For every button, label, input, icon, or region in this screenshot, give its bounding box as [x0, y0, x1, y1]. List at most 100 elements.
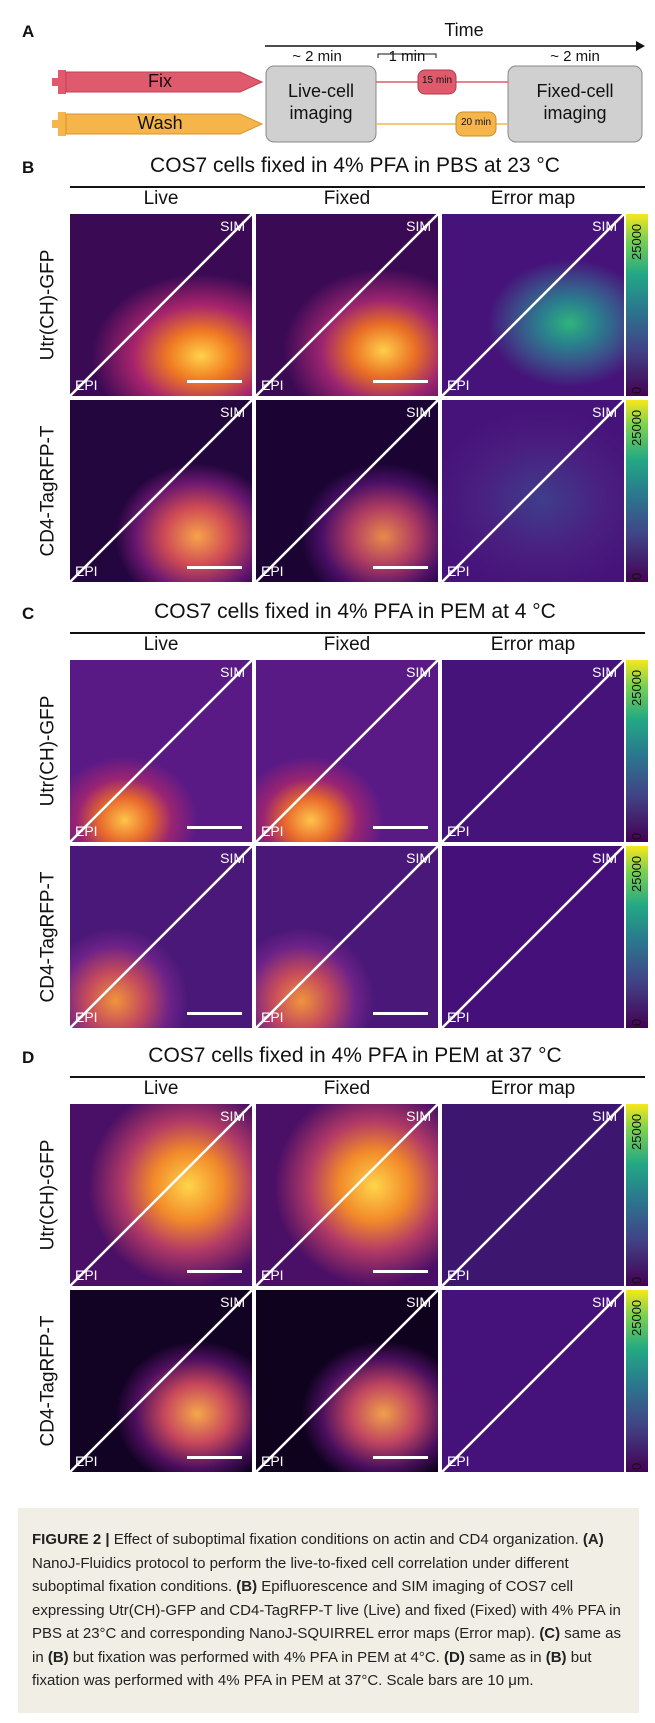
colorbar-min: 0: [629, 572, 644, 580]
column-header: Fixed: [323, 188, 371, 209]
panel-letter-a: A: [22, 22, 35, 41]
split-diagonal: [70, 400, 252, 582]
colorbar-min: 0: [629, 1276, 644, 1284]
sim-label: SIM: [220, 404, 245, 420]
epi-label: EPI: [261, 1267, 284, 1283]
micrograph: SIM EPI: [256, 214, 438, 396]
sim-label: SIM: [592, 1108, 617, 1124]
epi-label: EPI: [447, 1267, 470, 1283]
micrograph: SIM EPI: [70, 214, 252, 396]
scale-bar: [187, 826, 242, 829]
colorbar-max: 25000: [629, 223, 644, 260]
scale-bar: [187, 566, 242, 569]
scale-bar: [373, 1270, 428, 1273]
caption-text-d2: but fixation was performed with 4% PFA i…: [32, 1648, 592, 1690]
epi-label: EPI: [75, 823, 98, 839]
caption-text-b: Epifluorescence and SIM imaging of COS7 …: [32, 1578, 621, 1642]
epi-label: EPI: [261, 1453, 284, 1469]
sim-label: SIM: [406, 218, 431, 234]
caption-label: FIGURE 2 |: [32, 1531, 110, 1548]
micrograph: SIM EPI: [442, 1104, 624, 1286]
caption-text-c: same as in: [32, 1625, 621, 1666]
epi-label: EPI: [447, 1009, 470, 1025]
sim-label: SIM: [220, 850, 245, 866]
duration-gap: 1 min: [388, 48, 426, 65]
sim-label: SIM: [220, 664, 245, 680]
sim-label: SIM: [592, 1294, 617, 1310]
sim-label: SIM: [406, 1294, 431, 1310]
micrograph: SIM EPI: [256, 846, 438, 1028]
sim-label: SIM: [220, 218, 245, 234]
scale-bar: [373, 1456, 428, 1459]
sim-label: SIM: [592, 404, 617, 420]
scale-bar: [373, 1012, 428, 1015]
micrograph: SIM EPI: [442, 400, 624, 582]
micrograph: SIM EPI: [256, 400, 438, 582]
duration-fixed: ~ 2 min: [550, 48, 600, 65]
column-header: Fixed: [323, 1078, 371, 1099]
row-label: CD4-TagRFP-T: [37, 1315, 59, 1447]
title-rule: [70, 632, 645, 634]
split-diagonal: [256, 1290, 438, 1472]
caption-text-c2: but fixation was performed with 4% PFA i…: [68, 1648, 445, 1666]
panel-letter-b: B: [22, 158, 35, 177]
column-header: Error map: [490, 634, 576, 655]
split-diagonal: [442, 1104, 624, 1286]
epi-label: EPI: [75, 1009, 98, 1025]
scale-bar: [187, 380, 242, 383]
epi-label: EPI: [75, 377, 98, 393]
caption-ref-c2: (B): [47, 1648, 69, 1666]
scale-bar: [373, 566, 428, 569]
column-header: Live: [143, 188, 179, 209]
column-header: Error map: [490, 188, 576, 209]
scale-bar: [187, 1456, 242, 1459]
split-diagonal: [70, 846, 252, 1028]
colorbar-max: 25000: [629, 669, 644, 706]
fix-duration-timer: 15 min: [421, 75, 452, 86]
live-imaging-box: [265, 65, 377, 143]
micrograph: SIM EPI: [256, 1290, 438, 1472]
fix-syringe-icon: [52, 70, 264, 94]
micrograph: SIM EPI: [70, 846, 252, 1028]
split-diagonal: [442, 846, 624, 1028]
split-diagonal: [442, 400, 624, 582]
epi-label: EPI: [75, 1267, 98, 1283]
epi-label: EPI: [261, 823, 284, 839]
duration-live: ~ 2 min: [292, 48, 342, 65]
panel-letter-c: C: [22, 604, 35, 623]
caption-text-a: NanoJ-Fluidics protocol to perform the l…: [32, 1554, 569, 1596]
scale-bar: [373, 380, 428, 383]
micrograph: SIM EPI: [442, 214, 624, 396]
split-diagonal: [256, 660, 438, 842]
protocol-diagram: [52, 41, 645, 143]
row-label: Utr(CH)-GFP: [37, 1139, 59, 1251]
caption-ref-d: (D): [444, 1648, 465, 1666]
section-title: COS7 cells fixed in 4% PFA in PEM at 4 °…: [154, 600, 556, 623]
colorbar: [626, 1104, 648, 1286]
colorbar-max: 25000: [629, 855, 644, 892]
epi-label: EPI: [75, 563, 98, 579]
colorbar-max: 25000: [629, 1299, 644, 1336]
split-diagonal: [256, 846, 438, 1028]
split-diagonal: [442, 660, 624, 842]
epi-label: EPI: [447, 823, 470, 839]
caption-ref-c: (C): [539, 1625, 561, 1642]
column-header: Fixed: [323, 634, 371, 655]
epi-label: EPI: [261, 563, 284, 579]
micrograph: SIM EPI: [70, 400, 252, 582]
fixed-imaging-label: Fixed-cell imaging: [536, 81, 614, 123]
micrograph: SIM EPI: [256, 1104, 438, 1286]
colorbar-max: 25000: [629, 409, 644, 446]
caption-ref-b: (B): [236, 1578, 258, 1595]
panel-letter-d: D: [22, 1048, 35, 1067]
sim-label: SIM: [592, 850, 617, 866]
wash-syringe-icon: [52, 112, 264, 136]
column-header: Live: [143, 1078, 179, 1099]
title-rule: [70, 1076, 645, 1078]
colorbar-max: 25000: [629, 1113, 644, 1150]
micrograph: SIM EPI: [70, 660, 252, 842]
caption-text-d: same as in: [464, 1648, 546, 1666]
sim-label: SIM: [406, 404, 431, 420]
wash-label: Wash: [137, 113, 183, 133]
title-rule: [70, 186, 645, 188]
